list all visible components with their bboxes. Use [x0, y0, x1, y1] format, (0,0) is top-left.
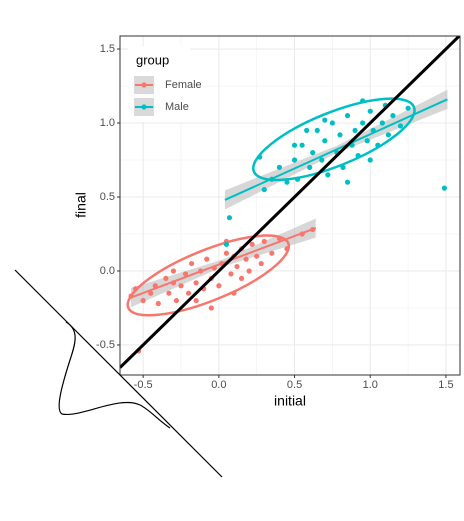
point — [261, 186, 267, 193]
point — [140, 297, 146, 304]
point — [291, 142, 298, 148]
legend: group Female Male — [128, 46, 202, 122]
point — [208, 305, 214, 311]
point — [234, 263, 240, 270]
point — [261, 238, 267, 244]
point — [299, 142, 305, 148]
x-tick-label: -0.5 — [134, 379, 153, 391]
ellipse — [252, 97, 416, 182]
point — [284, 179, 290, 185]
point — [163, 275, 169, 281]
point — [344, 113, 351, 119]
identity-line — [120, 36, 460, 369]
point — [249, 241, 255, 247]
point — [310, 150, 316, 156]
point — [441, 185, 448, 191]
point — [385, 132, 391, 138]
point — [352, 127, 358, 134]
legend-label: Male — [165, 101, 189, 113]
point — [223, 241, 230, 247]
point — [314, 127, 320, 134]
point — [246, 268, 252, 274]
y-tick-label: -0.5 — [96, 339, 115, 351]
point — [344, 179, 351, 185]
panel-border — [119, 35, 461, 376]
point — [228, 271, 234, 277]
y-tick-label: 0.5 — [100, 191, 115, 203]
point — [193, 280, 199, 286]
density-inset — [14, 269, 223, 478]
point — [223, 250, 230, 256]
y-tick-label: 1.0 — [100, 117, 115, 129]
point — [243, 256, 249, 262]
x-axis-label: initial — [274, 393, 306, 409]
point — [216, 283, 222, 289]
point — [405, 105, 411, 111]
point — [173, 297, 180, 304]
ellipse — [126, 234, 291, 317]
point — [360, 120, 366, 126]
point — [170, 268, 177, 274]
point — [148, 290, 154, 296]
x-tick-label: 0.5 — [287, 379, 302, 391]
point — [178, 283, 184, 289]
point — [155, 300, 161, 307]
point — [364, 138, 370, 144]
point — [329, 120, 335, 126]
point — [193, 297, 199, 304]
x-tick-label: 1.5 — [438, 379, 453, 391]
point — [182, 271, 189, 277]
point — [166, 290, 172, 296]
point — [325, 172, 331, 178]
point — [238, 275, 245, 281]
point — [291, 157, 298, 163]
point — [390, 113, 396, 119]
legend-key-dot — [141, 104, 147, 110]
point — [397, 123, 404, 129]
plot-layer — [120, 36, 460, 369]
y-tick-label: 1.5 — [100, 43, 115, 55]
point — [307, 164, 313, 170]
y-axis-label: final — [73, 192, 89, 218]
x-tick-label: 1.0 — [363, 379, 378, 391]
x-tick-label: 0.0 — [211, 379, 226, 391]
point — [322, 138, 328, 144]
point — [304, 127, 310, 134]
point — [185, 290, 192, 296]
trend-line — [224, 98, 448, 201]
point — [367, 157, 373, 163]
y-tick-label: 0.0 — [100, 265, 115, 277]
point — [367, 108, 373, 114]
point — [226, 215, 233, 221]
point — [319, 157, 325, 163]
point — [254, 253, 260, 259]
legend-key-dot — [141, 82, 147, 88]
point — [276, 164, 283, 170]
point — [204, 256, 210, 262]
point — [258, 260, 264, 267]
legend-label: Female — [165, 79, 202, 91]
point — [337, 132, 343, 138]
point — [269, 250, 275, 256]
point — [322, 117, 328, 123]
legend-title: group — [136, 52, 169, 67]
point — [379, 120, 385, 126]
point — [189, 260, 195, 267]
